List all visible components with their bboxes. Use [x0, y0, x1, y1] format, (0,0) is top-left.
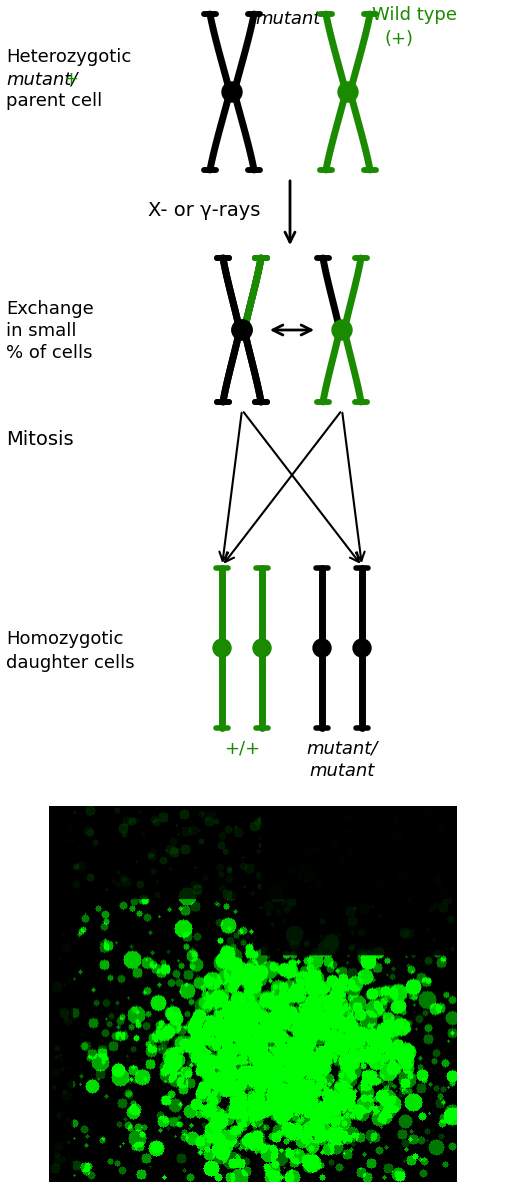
Text: in small: in small	[6, 323, 76, 341]
Text: parent cell: parent cell	[6, 92, 102, 110]
Text: +/+: +/+	[224, 740, 260, 758]
Text: mutant/: mutant/	[306, 740, 377, 758]
Text: % of cells: % of cells	[6, 344, 92, 362]
Circle shape	[331, 320, 351, 341]
Text: Exchange: Exchange	[6, 300, 93, 318]
Text: daughter cells: daughter cells	[6, 653, 134, 671]
Circle shape	[222, 82, 241, 102]
Text: Wild type: Wild type	[371, 6, 456, 24]
Text: Heterozygotic: Heterozygotic	[6, 48, 131, 66]
Text: (+): (+)	[384, 30, 413, 48]
Circle shape	[231, 320, 251, 341]
Circle shape	[352, 639, 370, 657]
Circle shape	[252, 639, 271, 657]
Text: +: +	[63, 70, 78, 88]
Text: X- or γ-rays: X- or γ-rays	[147, 200, 260, 219]
Circle shape	[337, 82, 358, 102]
Text: Homozygotic: Homozygotic	[6, 629, 123, 647]
Text: mutant: mutant	[309, 763, 374, 781]
Circle shape	[213, 639, 231, 657]
Text: Mitosis: Mitosis	[6, 430, 74, 448]
Circle shape	[313, 639, 330, 657]
Text: mutant/: mutant/	[6, 70, 77, 88]
Circle shape	[231, 320, 251, 341]
Text: mutant: mutant	[255, 10, 320, 28]
